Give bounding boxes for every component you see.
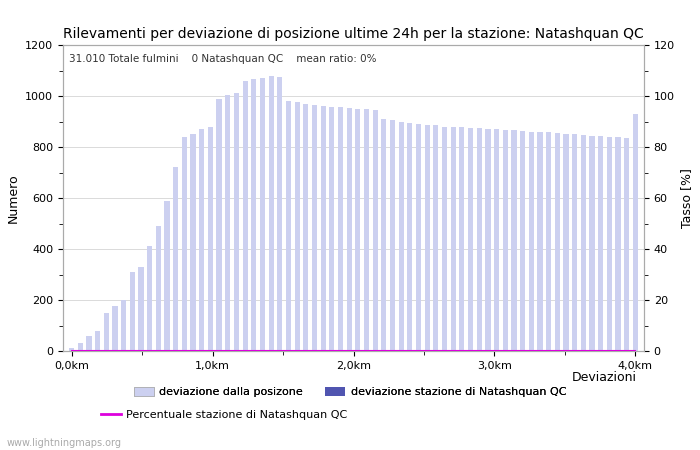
Bar: [199, 129, 204, 351]
Bar: [216, 99, 222, 351]
Bar: [416, 124, 421, 351]
Bar: [130, 272, 135, 351]
Bar: [398, 122, 404, 351]
Bar: [468, 128, 473, 351]
Bar: [303, 104, 309, 351]
Y-axis label: Numero: Numero: [6, 173, 20, 223]
Bar: [511, 130, 517, 351]
Text: www.lightningmaps.org: www.lightningmaps.org: [7, 438, 122, 448]
Bar: [269, 76, 274, 351]
Bar: [113, 306, 118, 351]
Bar: [286, 101, 291, 351]
Bar: [104, 313, 109, 351]
Bar: [338, 108, 343, 351]
Bar: [390, 120, 395, 351]
Bar: [554, 133, 560, 351]
Bar: [520, 131, 525, 351]
Bar: [528, 132, 534, 351]
Bar: [589, 135, 594, 351]
Bar: [564, 134, 568, 351]
Bar: [433, 125, 438, 351]
Bar: [277, 77, 282, 351]
Bar: [451, 126, 456, 351]
Bar: [503, 130, 508, 351]
Bar: [485, 129, 491, 351]
Bar: [225, 95, 230, 351]
Y-axis label: Tasso [%]: Tasso [%]: [680, 168, 694, 228]
Bar: [624, 138, 629, 351]
Bar: [477, 128, 482, 351]
Bar: [156, 226, 161, 351]
Bar: [312, 105, 317, 351]
Bar: [208, 126, 213, 351]
Bar: [260, 78, 265, 351]
Bar: [607, 137, 612, 351]
Legend: Percentuale stazione di Natashquan QC: Percentuale stazione di Natashquan QC: [96, 405, 352, 424]
Bar: [295, 103, 300, 351]
Bar: [494, 129, 499, 351]
Bar: [147, 247, 153, 351]
Bar: [251, 79, 256, 351]
Bar: [121, 300, 126, 351]
Bar: [78, 343, 83, 351]
Bar: [546, 132, 551, 351]
Bar: [173, 167, 178, 351]
Bar: [346, 108, 352, 351]
Bar: [190, 134, 196, 351]
Bar: [382, 119, 386, 351]
Bar: [86, 336, 92, 351]
Bar: [425, 125, 430, 351]
Bar: [164, 201, 169, 351]
Bar: [364, 109, 369, 351]
Bar: [234, 94, 239, 351]
Bar: [538, 132, 542, 351]
Bar: [355, 109, 360, 351]
Text: Deviazioni: Deviazioni: [572, 371, 637, 384]
Bar: [581, 135, 586, 351]
Bar: [139, 267, 143, 351]
Text: 31.010 Totale fulmini    0 Natashquan QC    mean ratio: 0%: 31.010 Totale fulmini 0 Natashquan QC me…: [69, 54, 377, 64]
Bar: [459, 127, 465, 351]
Bar: [372, 110, 378, 351]
Bar: [95, 331, 100, 351]
Legend: deviazione dalla posizone, deviazione stazione di Natashquan QC: deviazione dalla posizone, deviazione st…: [130, 382, 570, 402]
Bar: [242, 81, 248, 351]
Bar: [321, 106, 326, 351]
Bar: [598, 136, 603, 351]
Bar: [407, 123, 412, 351]
Title: Rilevamenti per deviazione di posizione ultime 24h per la stazione: Natashquan Q: Rilevamenti per deviazione di posizione …: [63, 27, 644, 41]
Bar: [442, 126, 447, 351]
Bar: [329, 108, 335, 351]
Bar: [182, 137, 187, 351]
Bar: [69, 348, 74, 351]
Bar: [572, 134, 578, 351]
Bar: [633, 114, 638, 351]
Bar: [615, 137, 621, 351]
